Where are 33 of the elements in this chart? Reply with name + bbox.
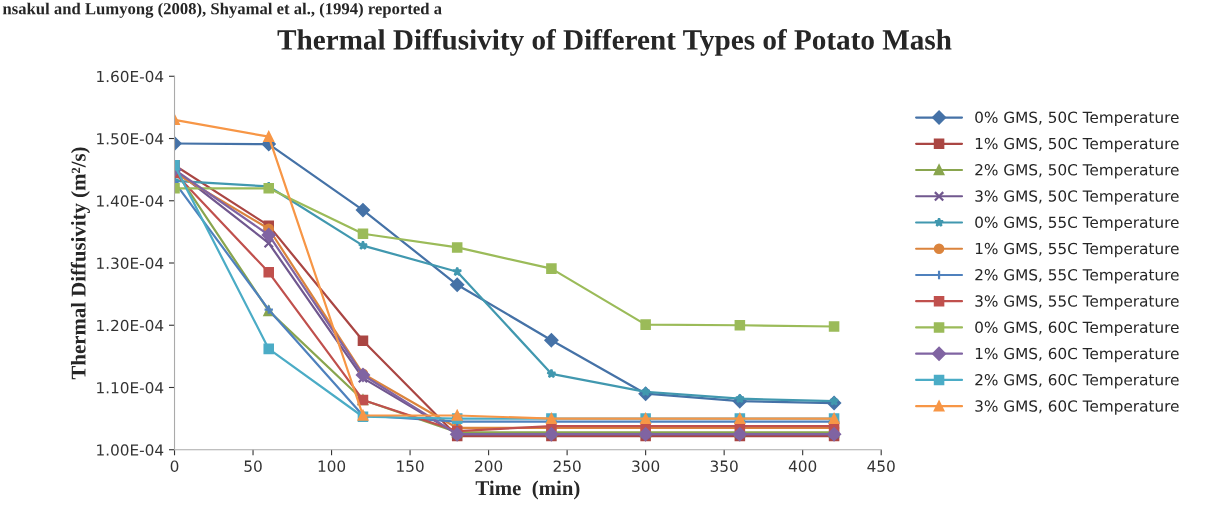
legend-label: 1% GMS, 55C Temperature [975, 242, 1179, 258]
x-tick-label: 150 [397, 460, 424, 472]
x-axis-title: Time (min) [475, 480, 580, 500]
legend-label: 0% GMS, 60C Temperature [975, 321, 1179, 336]
y-tick-label: 1.60E-04 [97, 70, 164, 83]
x-tick-label: 300 [632, 460, 660, 472]
x-tick-label: 200 [475, 460, 503, 472]
text: nsakul and Lumyong (2008), Shyamal et al., (1994) reported a [2, 2, 442, 18]
x-tick-label: 50 [244, 460, 262, 472]
x-tick-label: 250 [553, 460, 581, 472]
legend-label: 3% GMS, 60C Temperature [975, 400, 1179, 415]
y-tick-label: 1.20E-04 [97, 319, 164, 332]
x-tick-label: 450 [867, 460, 895, 472]
legend-label: 2% GMS, 60C Temperature [975, 373, 1179, 389]
y-tick-label: 1.00E-04 [97, 444, 164, 456]
y-axis-title: Thermal Diffusivity (m²/s) [70, 147, 90, 380]
chart-title: Thermal Diffusivity of Different Types of Potato Mash [277, 28, 952, 56]
x-tick-label: 0 [170, 460, 179, 472]
y-tick-label: 1.10E-04 [97, 381, 164, 394]
x-tick-label: 400 [788, 460, 817, 472]
y-tick-label: 1.30E-04 [97, 257, 164, 270]
legend-label: 1% GMS, 50C Temperature [975, 137, 1179, 153]
x-tick-label: 100 [318, 460, 346, 472]
legend-label: 0% GMS, 55C Temperature [975, 216, 1179, 232]
y-tick-label: 1.40E-04 [97, 195, 164, 207]
legend-label: 0% GMS, 50C Temperature [975, 111, 1179, 127]
legend-label: 3% GMS, 50C Temperature [975, 190, 1179, 205]
legend-label: 3% GMS, 55C Temperature [975, 295, 1179, 310]
legend-label: 2% GMS, 50C Temperature [975, 164, 1179, 179]
x-tick-label: 350 [710, 460, 738, 472]
y-tick-label: 1.50E-04 [97, 132, 164, 145]
legend-label: 2% GMS, 55C Temperature [975, 269, 1179, 284]
legend-label: 1% GMS, 60C Temperature [975, 347, 1179, 363]
